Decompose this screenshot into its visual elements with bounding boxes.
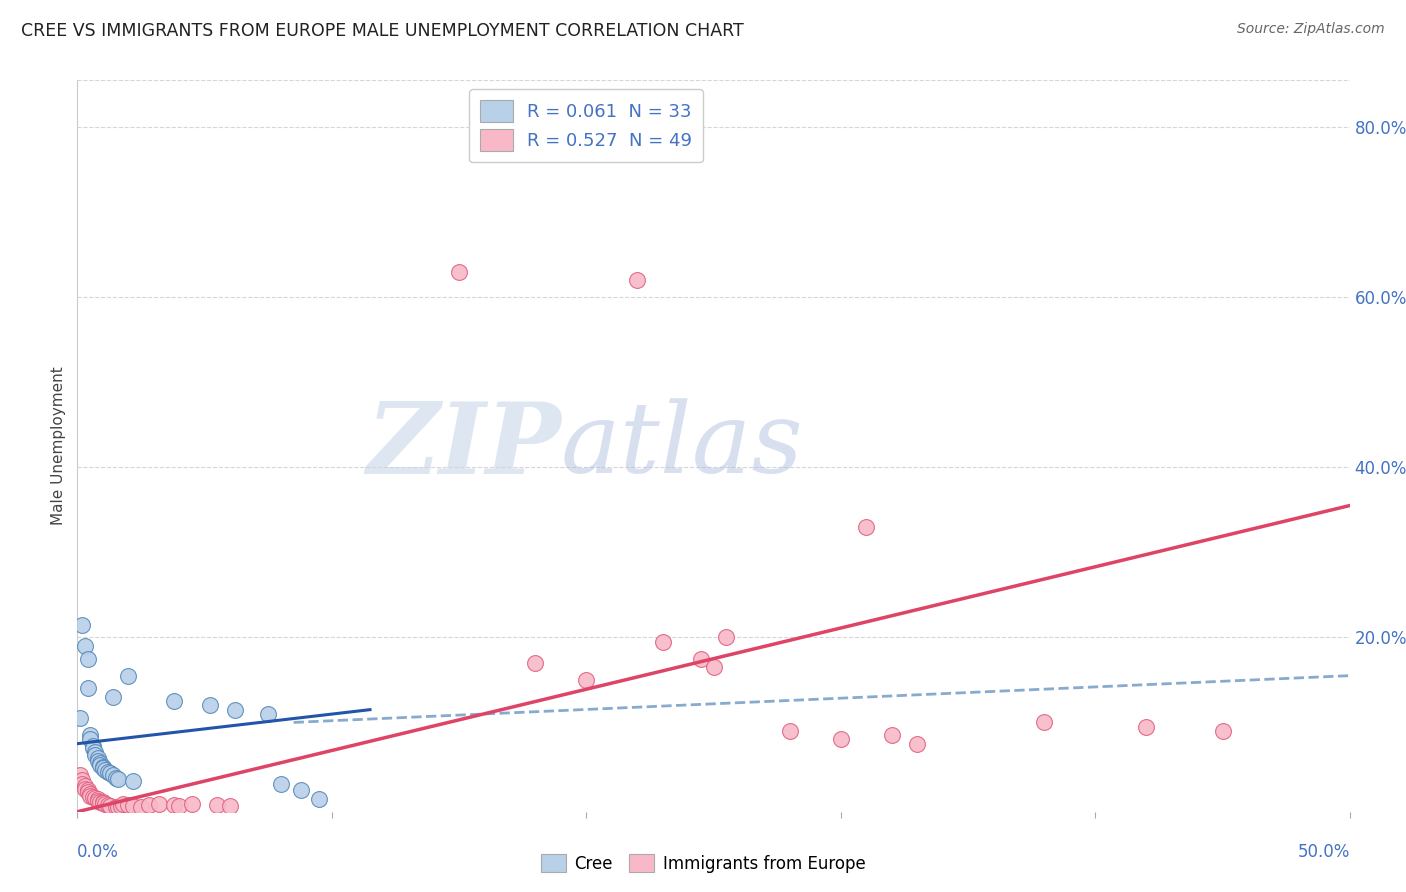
Point <box>219 798 242 813</box>
Point <box>76 681 98 696</box>
Point <box>79 732 101 747</box>
Point <box>72 617 94 632</box>
Point <box>84 747 107 762</box>
Point <box>880 728 903 742</box>
Point <box>524 656 547 670</box>
Point <box>163 797 186 812</box>
Point <box>167 798 190 813</box>
Point <box>290 783 312 797</box>
Point <box>830 732 852 747</box>
Point <box>79 789 101 803</box>
Point <box>905 737 928 751</box>
Point <box>86 794 108 808</box>
Point <box>100 798 122 813</box>
Point <box>129 799 152 814</box>
Point <box>91 759 114 773</box>
Point <box>716 631 738 645</box>
Point <box>86 792 108 806</box>
Point <box>89 756 111 771</box>
Point <box>1135 720 1157 734</box>
Point <box>94 797 117 811</box>
Point <box>76 783 98 797</box>
Point <box>107 772 129 787</box>
Point <box>79 728 101 742</box>
Point <box>76 651 98 665</box>
Point <box>94 763 117 777</box>
Point <box>148 797 170 811</box>
Point <box>110 798 132 813</box>
Text: 50.0%: 50.0% <box>1298 843 1350 861</box>
Point <box>180 797 202 811</box>
Point <box>117 668 139 682</box>
Point <box>91 761 114 775</box>
Point <box>84 791 107 805</box>
Text: ZIP: ZIP <box>366 398 561 494</box>
Point <box>104 771 127 785</box>
Point <box>779 723 801 738</box>
Point <box>100 766 122 780</box>
Point <box>84 745 107 759</box>
Point <box>97 797 120 812</box>
Point <box>107 800 129 814</box>
Point <box>224 703 246 717</box>
Point <box>1212 723 1234 738</box>
Point <box>138 797 160 812</box>
Point <box>69 768 91 782</box>
Point <box>89 795 111 809</box>
Point <box>73 639 96 653</box>
Point <box>73 779 96 793</box>
Point <box>449 265 471 279</box>
Point <box>270 777 292 791</box>
Point <box>82 740 104 755</box>
Point <box>703 660 725 674</box>
Point <box>91 796 114 810</box>
Point <box>122 798 145 813</box>
Point <box>575 673 598 687</box>
Point <box>69 711 91 725</box>
Point <box>651 634 673 648</box>
Point <box>79 787 101 801</box>
Point <box>86 754 108 768</box>
Text: 0.0%: 0.0% <box>77 843 120 861</box>
Y-axis label: Male Unemployment: Male Unemployment <box>51 367 66 525</box>
Point <box>689 651 711 665</box>
Point <box>89 758 111 772</box>
Point <box>91 796 114 810</box>
Point <box>308 792 330 806</box>
Point <box>104 799 127 814</box>
Point <box>163 694 186 708</box>
Text: Source: ZipAtlas.com: Source: ZipAtlas.com <box>1237 22 1385 37</box>
Text: CREE VS IMMIGRANTS FROM EUROPE MALE UNEMPLOYMENT CORRELATION CHART: CREE VS IMMIGRANTS FROM EUROPE MALE UNEM… <box>21 22 744 40</box>
Point <box>72 773 94 788</box>
Text: atlas: atlas <box>561 399 804 493</box>
Point <box>207 797 229 812</box>
Point <box>86 751 108 765</box>
Legend: R = 0.061  N = 33, R = 0.527  N = 49: R = 0.061 N = 33, R = 0.527 N = 49 <box>470 89 703 162</box>
Point <box>122 774 145 789</box>
Point <box>1033 715 1056 730</box>
Point <box>76 785 98 799</box>
Point <box>101 690 124 704</box>
Point <box>72 777 94 791</box>
Point <box>73 781 96 796</box>
Point <box>198 698 221 713</box>
Point <box>626 273 648 287</box>
Point <box>112 797 135 811</box>
Point <box>82 739 104 754</box>
Point <box>82 790 104 805</box>
Point <box>855 520 877 534</box>
Point <box>101 768 124 782</box>
Point <box>257 706 280 721</box>
Point <box>117 797 139 812</box>
Legend: Cree, Immigrants from Europe: Cree, Immigrants from Europe <box>534 847 872 880</box>
Point <box>97 764 120 779</box>
